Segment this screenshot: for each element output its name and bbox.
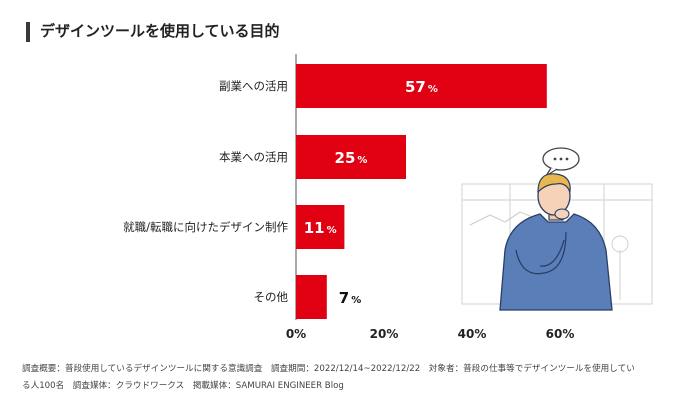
x-tick-label-2: 40% <box>458 327 487 341</box>
category-label-3: その他 <box>254 290 289 304</box>
category-label-1: 本業への活用 <box>219 150 288 164</box>
bar-0 <box>296 64 547 108</box>
value-label-3: 7% <box>339 289 361 307</box>
person-icon <box>499 173 613 311</box>
x-tick-label-3: 60% <box>546 327 575 341</box>
footnote-line-2: る人100名 調査媒体：クラウドワークス 掲載媒体：SAMURAI ENGINE… <box>22 381 344 391</box>
bar-3 <box>296 275 327 319</box>
x-tick-label-1: 20% <box>370 327 399 341</box>
survey-footnote: 調査概要：普段使用しているデザインツールに関する意識調査 調査期間：2022/1… <box>22 361 682 395</box>
bar-2 <box>296 205 345 249</box>
category-label-0: 副業への活用 <box>219 79 288 93</box>
x-tick-label-0: 0% <box>286 327 306 341</box>
chart-title: デザインツールを使用している目的 <box>40 22 280 40</box>
category-label-2: 就職/転職に向けたデザイン制作 <box>123 220 288 234</box>
title-accent-bar <box>26 22 30 42</box>
footnote-line-1: 調査概要：普段使用しているデザインツールに関する意識調査 調査期間：2022/1… <box>22 364 635 374</box>
value-label-0: 57% <box>405 78 438 96</box>
value-label-1: 25% <box>335 149 368 167</box>
bar-1 <box>296 135 406 179</box>
value-label-2: 11% <box>304 219 337 237</box>
